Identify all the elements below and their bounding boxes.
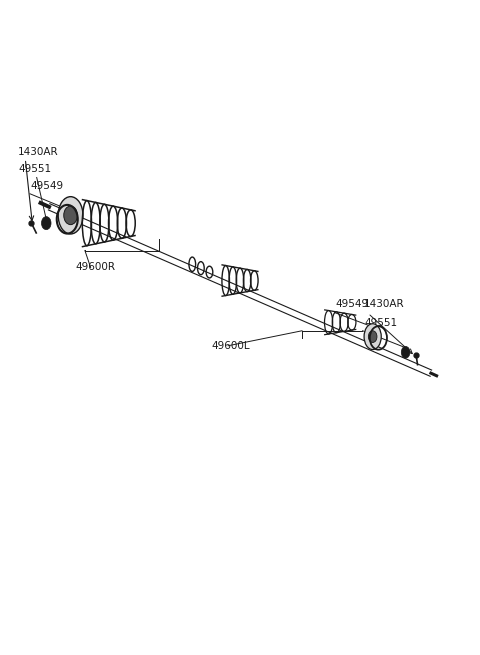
Text: 1430AR: 1430AR <box>18 147 59 157</box>
Text: 49549: 49549 <box>30 181 63 191</box>
Circle shape <box>368 331 377 343</box>
Text: 49549: 49549 <box>336 299 369 309</box>
Text: 49600R: 49600R <box>75 262 115 272</box>
Ellipse shape <box>58 196 83 234</box>
Circle shape <box>401 346 410 358</box>
Ellipse shape <box>364 324 381 350</box>
Circle shape <box>41 217 51 230</box>
Text: 49551: 49551 <box>18 164 51 174</box>
Text: 49600L: 49600L <box>211 341 250 350</box>
Text: 1430AR: 1430AR <box>364 299 405 309</box>
Circle shape <box>64 206 77 225</box>
Text: 49551: 49551 <box>364 318 397 328</box>
